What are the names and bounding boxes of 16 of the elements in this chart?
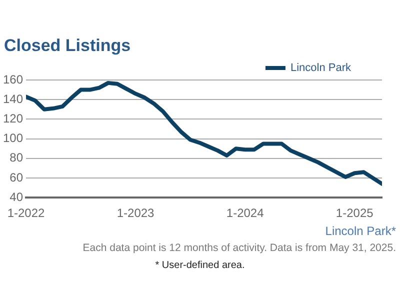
y-tick-label: 140	[2, 92, 24, 106]
y-tick-label: 100	[2, 131, 24, 146]
x-tick-label: 1-2025	[336, 206, 374, 220]
y-tick-label: 40	[10, 190, 24, 204]
chart-title: Closed Listings	[3, 36, 132, 57]
text: Each data point is 12 months of activity. Data is from May 31, 2025.	[82, 242, 397, 254]
y-tick-label: 120	[2, 112, 24, 126]
y-tick-label: 160	[2, 72, 24, 86]
x-tick-label: 1-2023	[116, 206, 155, 220]
x-tick-label: 1-2024	[226, 206, 264, 220]
text: Lincoln Park*	[324, 224, 397, 238]
x-tick-label: 1-2022	[7, 206, 46, 220]
text: * User-defined area.	[154, 260, 246, 271]
y-tick-label: 80	[10, 150, 24, 165]
legend-label: Lincoln Park	[290, 62, 352, 74]
y-tick-label: 60	[10, 170, 24, 184]
